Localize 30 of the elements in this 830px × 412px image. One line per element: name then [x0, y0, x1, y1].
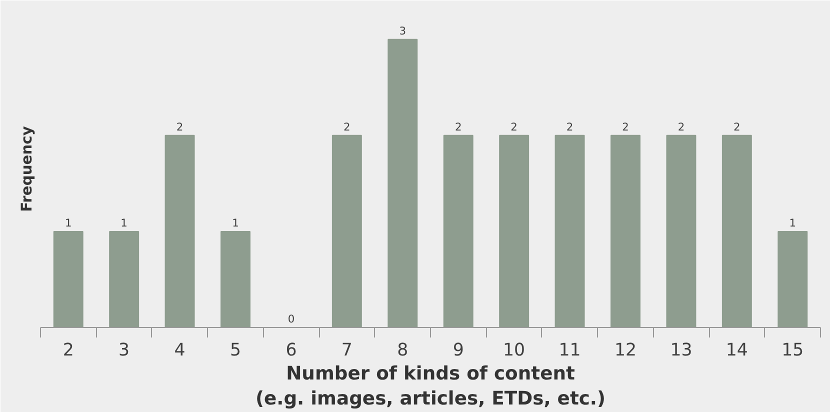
x-tick-label: 4	[174, 340, 186, 360]
data-label: 2	[734, 120, 740, 134]
data-label: 1	[64, 216, 72, 230]
data-label: 2	[510, 120, 518, 134]
x-tick-label: 3	[118, 340, 130, 360]
data-label: 1	[789, 216, 796, 230]
data-label: 3	[399, 24, 406, 38]
x-tick-label: 12	[614, 340, 637, 360]
x-tick-label: 2	[62, 340, 74, 360]
x-tick-label: 13	[670, 340, 692, 360]
data-label: 2	[176, 120, 184, 134]
x-tick-label: 15	[782, 340, 804, 360]
data-label: 2	[344, 120, 350, 134]
x-axis-title: Number of kinds of content (e.g. images, articles, ETDs, etc.)	[255, 364, 606, 410]
x-tick-label: 10	[503, 340, 526, 360]
data-label: 2	[454, 120, 462, 134]
data-label: 1	[120, 216, 128, 230]
data-label: 0	[288, 312, 295, 326]
x-tick-label: 5	[230, 340, 242, 360]
x-tick-label: 8	[397, 340, 408, 360]
data-label: 1	[232, 216, 239, 230]
x-tick-label: 11	[558, 340, 581, 360]
data-label: 2	[678, 120, 685, 134]
data-label: 2	[622, 120, 629, 134]
y-axis-title: Frequency	[18, 126, 36, 212]
x-tick-label: 9	[452, 340, 464, 360]
data-label: 2	[566, 120, 574, 134]
x-tick-label: 7	[341, 340, 352, 360]
x-tick-label: 6	[286, 340, 297, 360]
x-tick-label: 14	[726, 340, 748, 360]
